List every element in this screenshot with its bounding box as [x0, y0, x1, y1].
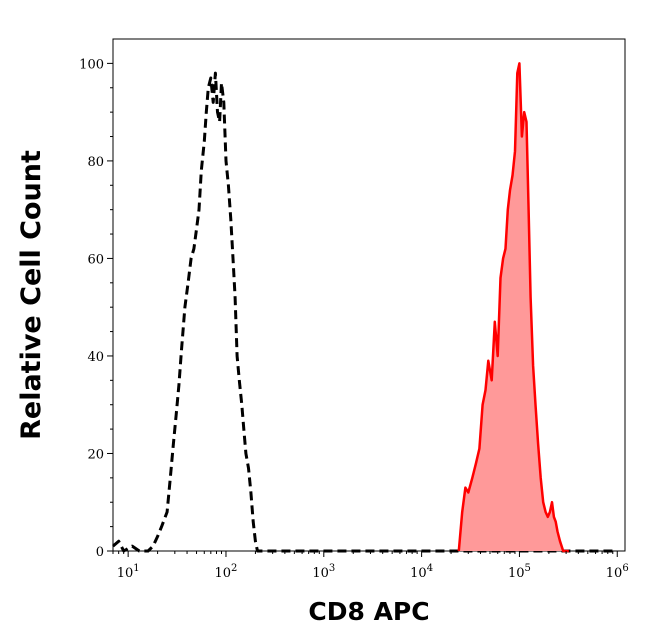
x-tick-label: 105: [508, 563, 531, 581]
y-tick-label: 60: [87, 252, 104, 267]
y-tick-label: 80: [87, 155, 104, 170]
x-tick-label: 104: [410, 563, 433, 581]
plot-frame: [112, 38, 626, 552]
x-axis-label: CD8 APC: [308, 597, 429, 626]
series-1-area: [458, 63, 569, 552]
x-tick-label: 103: [312, 563, 335, 581]
series-0-line: [112, 71, 618, 553]
y-axis-ticks: 0 20 40 60 80 100: [79, 57, 113, 560]
y-axis-label: Relative Cell Count: [16, 150, 47, 440]
x-tick-label: 101: [117, 563, 140, 581]
y-tick-label: 20: [87, 447, 104, 462]
y-tick-label: 100: [79, 57, 104, 72]
x-tick-label: 102: [215, 563, 238, 581]
y-tick-label: 0: [96, 545, 104, 560]
series-layer: [112, 62, 618, 553]
series-1-line: [457, 62, 569, 553]
y-tick-label: 40: [87, 350, 104, 365]
x-axis-ticks: 101 102 103 104 105 106: [112, 551, 629, 581]
x-tick-label: 106: [606, 563, 629, 581]
